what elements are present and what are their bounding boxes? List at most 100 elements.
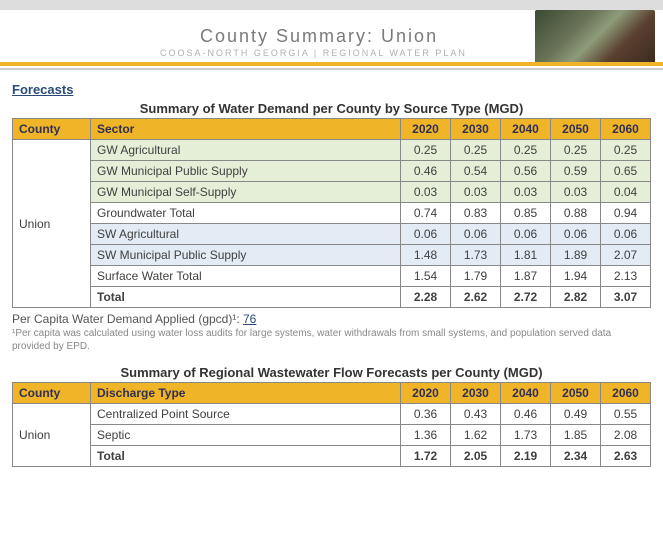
- value-cell: 2.34: [551, 446, 601, 467]
- value-cell: 1.89: [551, 245, 601, 266]
- value-cell: 0.83: [451, 203, 501, 224]
- sector-cell: GW Municipal Self-Supply: [91, 182, 401, 203]
- value-cell: 1.85: [551, 425, 601, 446]
- value-cell: 1.73: [501, 425, 551, 446]
- value-cell: 0.65: [601, 161, 651, 182]
- table-row: UnionGW Agricultural0.250.250.250.250.25: [13, 140, 651, 161]
- value-cell: 2.05: [451, 446, 501, 467]
- banner-photo: [535, 10, 655, 66]
- value-cell: 0.03: [401, 182, 451, 203]
- value-cell: 0.74: [401, 203, 451, 224]
- sector-cell: GW Agricultural: [91, 140, 401, 161]
- table-row: Total1.722.052.192.342.63: [13, 446, 651, 467]
- header-year: 2040: [501, 119, 551, 140]
- sector-cell: GW Municipal Public Supply: [91, 161, 401, 182]
- sector-cell: Groundwater Total: [91, 203, 401, 224]
- value-cell: 1.54: [401, 266, 451, 287]
- header-year: 2020: [401, 383, 451, 404]
- sector-cell: SW Agricultural: [91, 224, 401, 245]
- table-row: Total2.282.622.722.823.07: [13, 287, 651, 308]
- value-cell: 0.54: [451, 161, 501, 182]
- value-cell: 0.56: [501, 161, 551, 182]
- value-cell: 1.72: [401, 446, 451, 467]
- demand-table: County Sector 2020 2030 2040 2050 2060 U…: [12, 118, 651, 308]
- value-cell: 0.25: [601, 140, 651, 161]
- value-cell: 0.25: [551, 140, 601, 161]
- header-year: 2030: [451, 383, 501, 404]
- table-row: Groundwater Total0.740.830.850.880.94: [13, 203, 651, 224]
- value-cell: 0.03: [551, 182, 601, 203]
- table-row: GW Municipal Self-Supply0.030.030.030.03…: [13, 182, 651, 203]
- banner-bar-accent: [0, 62, 663, 66]
- value-cell: 0.04: [601, 182, 651, 203]
- value-cell: 1.48: [401, 245, 451, 266]
- value-cell: 0.25: [501, 140, 551, 161]
- per-capita-note: Per Capita Water Demand Applied (gpcd)¹:…: [12, 312, 651, 326]
- sector-cell: Total: [91, 446, 401, 467]
- header-year: 2020: [401, 119, 451, 140]
- table-row: SW Municipal Public Supply1.481.731.811.…: [13, 245, 651, 266]
- value-cell: 1.94: [551, 266, 601, 287]
- sector-cell: SW Municipal Public Supply: [91, 245, 401, 266]
- value-cell: 0.94: [601, 203, 651, 224]
- value-cell: 2.19: [501, 446, 551, 467]
- header-year: 2050: [551, 383, 601, 404]
- value-cell: 2.72: [501, 287, 551, 308]
- header-year: 2060: [601, 383, 651, 404]
- header-county: County: [13, 383, 91, 404]
- value-cell: 1.81: [501, 245, 551, 266]
- value-cell: 2.62: [451, 287, 501, 308]
- value-cell: 0.06: [501, 224, 551, 245]
- value-cell: 1.62: [451, 425, 501, 446]
- value-cell: 2.08: [601, 425, 651, 446]
- value-cell: 1.36: [401, 425, 451, 446]
- value-cell: 2.63: [601, 446, 651, 467]
- county-cell: Union: [13, 140, 91, 308]
- header-banner: County Summary: Union COOSA-NORTH GEORGI…: [0, 0, 663, 74]
- sector-cell: Surface Water Total: [91, 266, 401, 287]
- banner-bar-top: [0, 0, 663, 10]
- value-cell: 2.07: [601, 245, 651, 266]
- value-cell: 0.59: [551, 161, 601, 182]
- value-cell: 1.79: [451, 266, 501, 287]
- note-value-link[interactable]: 76: [243, 312, 256, 326]
- value-cell: 0.46: [401, 161, 451, 182]
- value-cell: 0.88: [551, 203, 601, 224]
- value-cell: 0.06: [401, 224, 451, 245]
- header-discharge: Discharge Type: [91, 383, 401, 404]
- table-row: SW Agricultural0.060.060.060.060.06: [13, 224, 651, 245]
- county-cell: Union: [13, 404, 91, 467]
- value-cell: 0.46: [501, 404, 551, 425]
- demand-table-title: Summary of Water Demand per County by So…: [12, 101, 651, 116]
- sector-cell: Centralized Point Source: [91, 404, 401, 425]
- sector-cell: Septic: [91, 425, 401, 446]
- value-cell: 1.87: [501, 266, 551, 287]
- header-year: 2040: [501, 383, 551, 404]
- value-cell: 0.25: [401, 140, 451, 161]
- value-cell: 0.36: [401, 404, 451, 425]
- value-cell: 2.13: [601, 266, 651, 287]
- value-cell: 0.03: [451, 182, 501, 203]
- value-cell: 0.06: [601, 224, 651, 245]
- table-row: GW Municipal Public Supply0.460.540.560.…: [13, 161, 651, 182]
- header-year: 2050: [551, 119, 601, 140]
- header-county: County: [13, 119, 91, 140]
- value-cell: 0.49: [551, 404, 601, 425]
- page-title: County Summary: Union: [200, 26, 438, 47]
- value-cell: 2.82: [551, 287, 601, 308]
- header-sector: Sector: [91, 119, 401, 140]
- banner-bar-divider: [0, 68, 663, 70]
- value-cell: 1.73: [451, 245, 501, 266]
- footnote: ¹Per capita was calculated using water l…: [12, 328, 651, 353]
- forecasts-heading[interactable]: Forecasts: [12, 82, 651, 97]
- header-year: 2030: [451, 119, 501, 140]
- note-prefix: Per Capita Water Demand Applied (gpcd)¹:: [12, 312, 243, 326]
- table-row: Surface Water Total1.541.791.871.942.13: [13, 266, 651, 287]
- value-cell: 0.25: [451, 140, 501, 161]
- header-year: 2060: [601, 119, 651, 140]
- value-cell: 0.55: [601, 404, 651, 425]
- ww-table: County Discharge Type 2020 2030 2040 205…: [12, 382, 651, 467]
- value-cell: 0.03: [501, 182, 551, 203]
- sector-cell: Total: [91, 287, 401, 308]
- value-cell: 0.43: [451, 404, 501, 425]
